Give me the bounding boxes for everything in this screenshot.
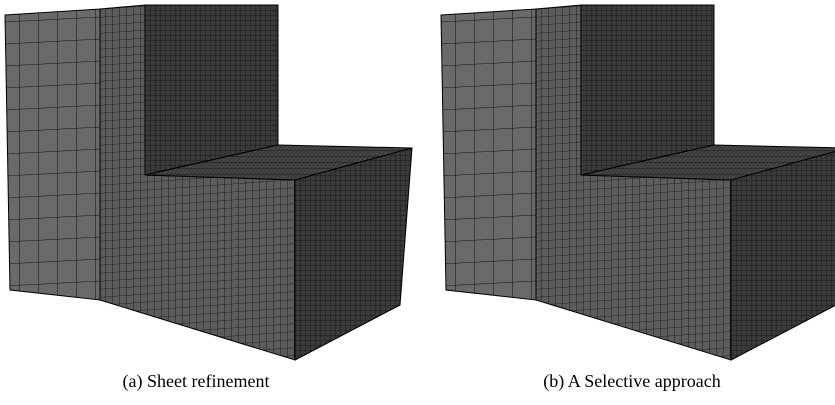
- mesh-image-b: [441, 5, 835, 360]
- mesh-image-a: [5, 5, 412, 360]
- figure: (a) Sheet refinement (b) A Selective app…: [0, 0, 835, 405]
- caption: (a) Sheet refinement: [123, 371, 270, 392]
- figure-canvas: (a) Sheet refinement (b) A Selective app…: [0, 0, 835, 405]
- caption: (b) A Selective approach: [543, 371, 720, 392]
